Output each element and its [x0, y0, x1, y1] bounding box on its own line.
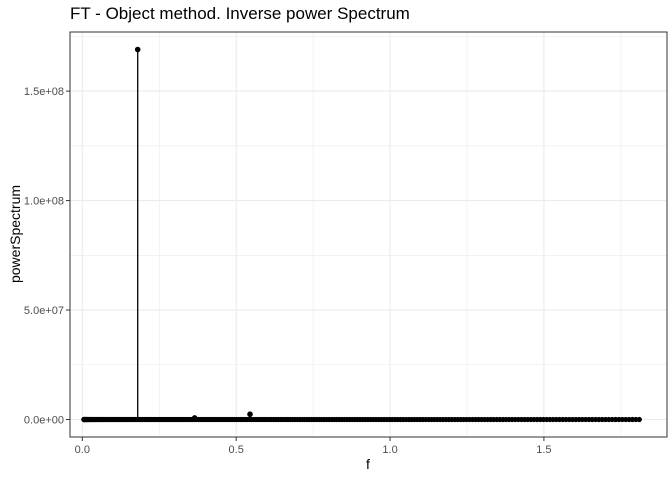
series-layer: [81, 46, 642, 423]
grid-layer: [70, 32, 667, 437]
x-tick-label: 1.0: [382, 444, 397, 456]
y-tick-label: 5.0e+07: [24, 305, 64, 317]
y-axis-title: powerSpectrum: [7, 185, 23, 283]
ticks-layer: 0.0 0.5 1.0 1.5 0.0e+00 5.0e+07 1.0e+08 1.5e+08: [24, 86, 552, 456]
y-tick-label: 1.0e+08: [24, 196, 64, 208]
x-tick-label: 0.0: [75, 444, 90, 456]
chart-title: FT - Object method. Inverse power Spectr…: [70, 4, 410, 23]
x-axis-title: f: [366, 456, 370, 472]
data-point: [636, 416, 642, 423]
x-tick-label: 1.5: [536, 444, 551, 456]
x-tick-label: 0.5: [229, 444, 244, 456]
spike-point: [134, 46, 141, 53]
spike-point: [247, 411, 253, 418]
y-tick-label: 0.0e+00: [24, 414, 64, 426]
panel-border: [69, 31, 668, 438]
spike-point: [191, 415, 198, 421]
y-tick-label: 1.5e+08: [24, 86, 64, 98]
